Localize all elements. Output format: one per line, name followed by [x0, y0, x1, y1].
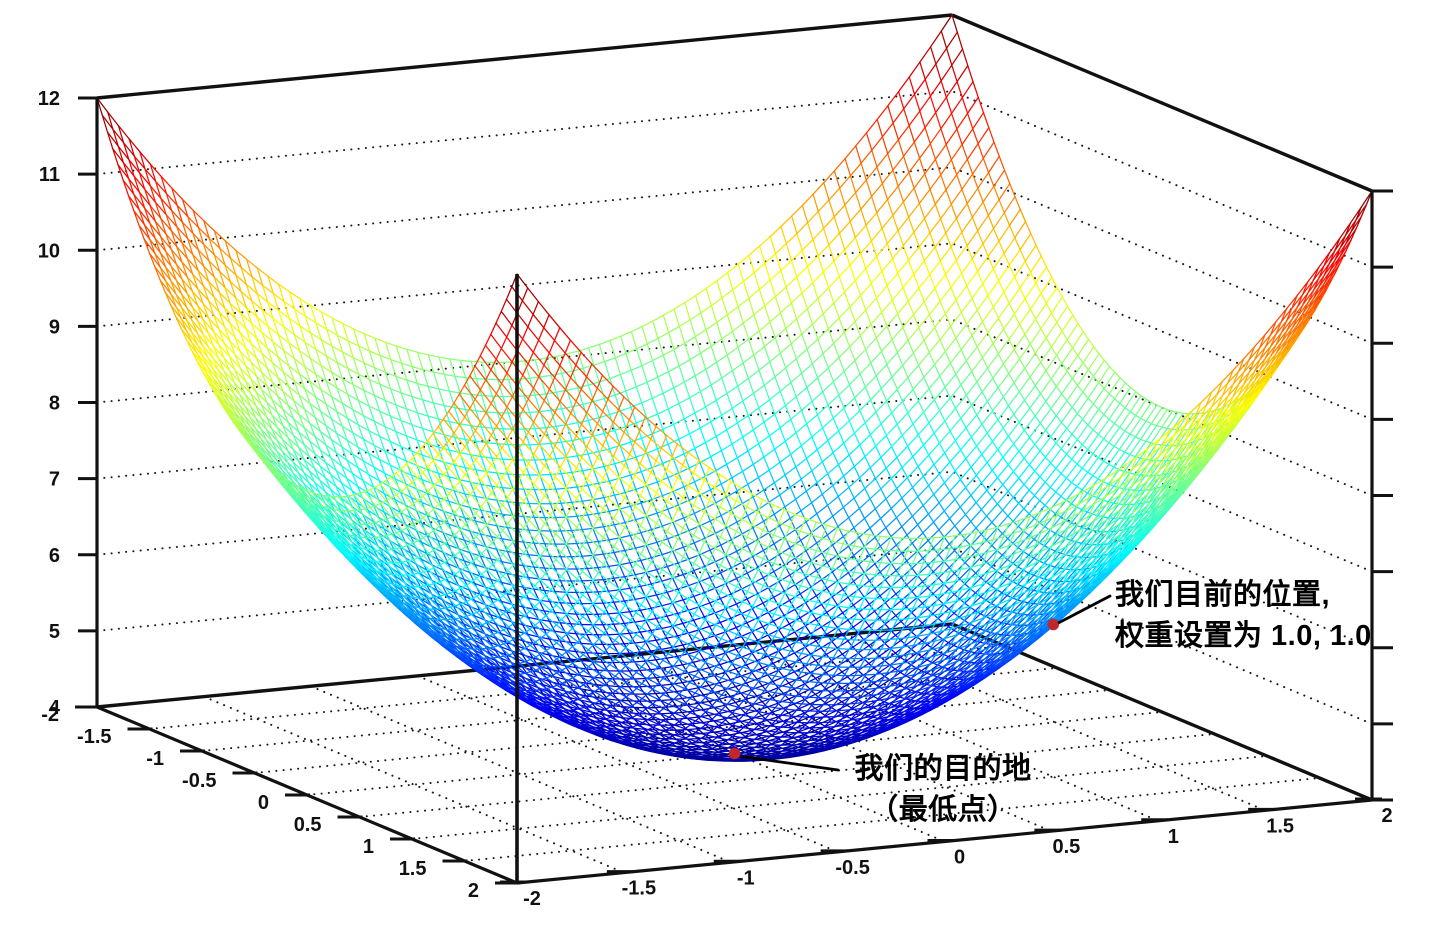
surface-mesh	[96, 14, 1373, 762]
floor-gridline	[202, 695, 625, 874]
x-tick-label: 2	[1381, 805, 1392, 827]
y-tick-label: -2	[41, 704, 59, 726]
mesh-lines	[360, 486, 1109, 657]
box-edge	[96, 13, 953, 100]
floor-gridline	[630, 654, 1053, 833]
x-tick-label: 0.5	[1052, 836, 1080, 858]
y-tick-label: -1.5	[77, 726, 111, 748]
floor-gridline	[844, 633, 1267, 812]
z-tick-label: 4	[49, 697, 61, 719]
mesh-lines	[175, 210, 1294, 458]
y-tick-label: 1.5	[399, 858, 427, 880]
z-tick-label: 5	[49, 621, 60, 643]
box-edge	[951, 13, 1373, 193]
annotation-current-position: 我们目前的位置, 权重设置为 1.0, 1.0	[1115, 575, 1372, 657]
floor-gridline	[306, 711, 1163, 796]
z-tick-label: 6	[49, 545, 60, 567]
mesh-lines	[243, 330, 1226, 553]
mesh-lines	[143, 139, 1326, 400]
z-tick-label: 8	[49, 393, 60, 415]
marker-current-position	[1047, 618, 1060, 631]
x-tick-label: 1.5	[1266, 815, 1294, 837]
floor-gridline	[523, 664, 946, 843]
y-tick-label: -1	[146, 748, 164, 770]
wall-gridline	[96, 90, 1373, 269]
x-tick-label: -2	[523, 888, 541, 910]
mesh-lines	[264, 358, 1205, 569]
x-tick-label: -1	[737, 867, 755, 889]
mesh-lines	[190, 245, 1279, 489]
mesh-lines	[127, 105, 1342, 367]
floor-gridline	[463, 777, 1321, 862]
mesh-lines	[159, 175, 1310, 431]
mesh-lines	[154, 162, 1315, 421]
leader-current	[1057, 594, 1112, 624]
x-tick-label: -0.5	[835, 857, 869, 879]
z-tick-label: 11	[39, 164, 60, 186]
mesh-lines	[138, 126, 1331, 390]
floor-gridline	[411, 755, 1268, 840]
z-tick-label: 9	[49, 316, 60, 338]
mesh-lines	[122, 90, 1347, 354]
markers	[728, 594, 1112, 772]
x-tick-label: 0	[954, 847, 965, 869]
floor-gridline	[416, 674, 839, 853]
annotation-current-line1: 我们目前的位置,	[1115, 579, 1331, 611]
z-tick-label: 12	[38, 88, 60, 110]
y-tick-label: 1	[363, 836, 374, 858]
y-tick-label: 0	[258, 792, 269, 814]
wall-gridline	[96, 242, 1373, 421]
x-tick-label: -1.5	[622, 878, 656, 900]
x-tick-label: 1	[1168, 826, 1179, 848]
mesh-lines	[211, 280, 1258, 514]
mesh-lines	[117, 76, 1352, 342]
z-tick-label: 7	[49, 469, 60, 491]
mesh-lines	[169, 198, 1300, 449]
leader-destination	[740, 755, 840, 772]
mesh-lines	[164, 187, 1305, 440]
annotation-destination-line2: （最低点）	[869, 794, 1017, 826]
mesh-lines	[148, 149, 1321, 411]
floor-gridline	[358, 733, 1216, 818]
mesh-lines	[185, 232, 1284, 479]
z-tick-label: 10	[38, 240, 60, 262]
floor-gridline	[309, 685, 732, 864]
mesh-lines	[270, 368, 1199, 580]
box-edge	[951, 622, 1373, 802]
mesh-lines	[222, 295, 1247, 526]
mesh-lines	[206, 269, 1263, 506]
annotation-current-line2: 权重设置为 1.0, 1.0	[1115, 620, 1372, 652]
mesh-lines	[96, 14, 1373, 289]
annotation-destination-line1: 我们的目的地	[854, 753, 1032, 785]
mesh-lines	[117, 76, 1352, 341]
mesh-lines	[133, 118, 1336, 379]
floor-gridline	[737, 643, 1160, 822]
y-tick-label: -0.5	[182, 770, 216, 792]
annotation-destination: 我们的目的地 （最低点）	[843, 749, 1043, 831]
mesh-lines	[112, 61, 1357, 329]
mesh-lines	[297, 407, 1172, 605]
floor-gridline	[253, 689, 1111, 774]
mesh-lines	[106, 46, 1363, 316]
y-tick-label: 0.5	[294, 814, 322, 836]
y-tick-label: 2	[468, 880, 479, 902]
marker-destination	[728, 747, 741, 760]
